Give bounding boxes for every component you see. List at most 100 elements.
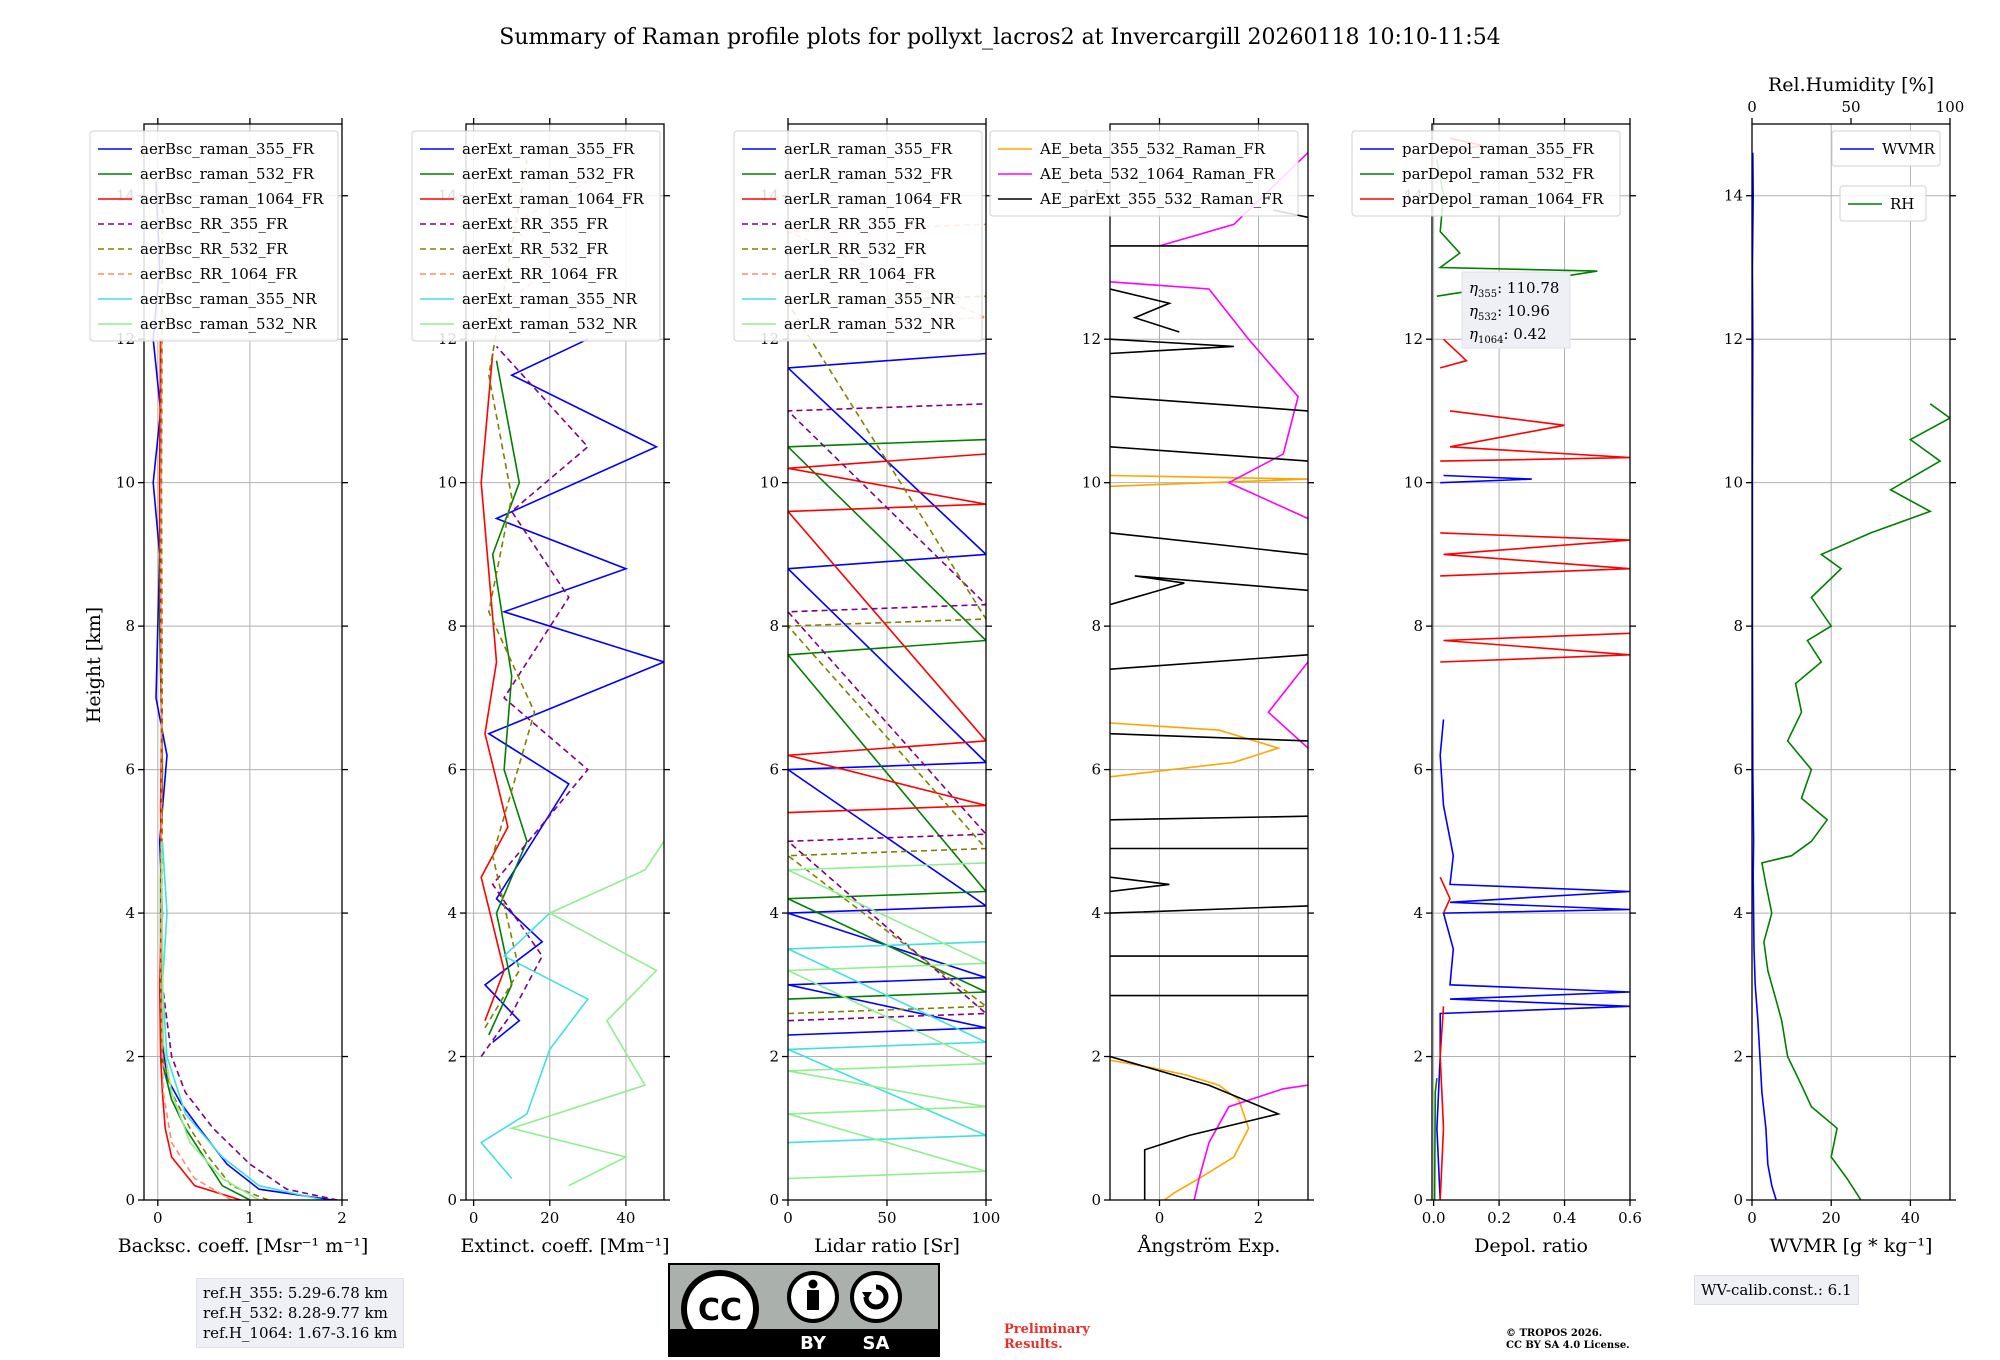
series-line-aerBsc_RR_1064_FR	[159, 339, 232, 1200]
legend-label: aerLR_raman_532_NR	[784, 315, 955, 333]
y-tick-label: 4	[1413, 904, 1423, 922]
series-line-parDepol_raman_1064_FR	[1439, 137, 1630, 1200]
y-axis-label: Height [km]	[83, 607, 105, 723]
preliminary-line-1: Preliminary	[1004, 1322, 1090, 1337]
x-tick-label: 40	[1901, 1209, 1920, 1227]
series-line-RH	[1760, 403, 1950, 1200]
series-line-AE_parExt_355_532_Raman_FR	[1110, 209, 1308, 1200]
y-tick-label: 0	[769, 1191, 779, 1209]
legend-label: aerBsc_raman_355_FR	[140, 140, 315, 158]
series-line-aerLR_RR_355_FR	[788, 403, 986, 1022]
rh-legend: RH	[1839, 185, 1927, 222]
series-line-aerLR_raman_532_NR	[788, 862, 986, 1180]
backscatter-xlabel: Backsc. coeff. [Msr⁻¹ m⁻¹]	[118, 1235, 369, 1257]
eta1064-label: η1064: 0.42	[1469, 325, 1547, 346]
copyright-line-2: CC BY SA 4.0 License.	[1506, 1340, 1630, 1351]
copyright-note: © TROPOS 2026. CC BY SA 4.0 License.	[1506, 1328, 1630, 1352]
legend-label: RH	[1890, 195, 1914, 213]
y-tick-label: 6	[769, 761, 779, 779]
legend-label: aerBsc_raman_532_NR	[140, 315, 317, 333]
y-tick-label: 12	[1082, 330, 1101, 348]
cc-text: CC	[698, 1293, 742, 1328]
y-tick-label: 6	[125, 761, 135, 779]
series-line-aerExt_raman_1064_FR	[480, 353, 509, 1021]
extinction-legend: aerExt_raman_355_FR aerExt_raman_532_FRae…	[411, 130, 661, 342]
sa-share-icon	[850, 1271, 902, 1323]
series-line-WVMR	[1752, 152, 1777, 1200]
series-line-aerBsc_RR_532_FR	[160, 195, 269, 1200]
legend-frame	[1351, 130, 1621, 217]
backscatter-panel: 02468101214012Backsc. coeff. [Msr⁻¹ m⁻¹]…	[89, 118, 369, 1257]
y-tick-label: 6	[447, 761, 457, 779]
series-line-aerExt_raman_532_NR	[508, 840, 664, 1187]
x-tick-label: 0.0	[1422, 1209, 1446, 1227]
x-tick-label: 0.6	[1618, 1209, 1642, 1227]
water_vapor-xlabel: WVMR [g * kg⁻¹]	[1770, 1235, 1933, 1257]
series-line-aerExt_RR_355_FR	[480, 345, 589, 1057]
series-line-aerLR_raman_532_FR	[788, 438, 986, 1000]
series-line-aerExt_raman_355_NR	[479, 912, 590, 1180]
legend-label: AE_parExt_355_532_Raman_FR	[1039, 190, 1284, 208]
depolarization-xlabel: Depol. ratio	[1474, 1235, 1588, 1257]
extinction-xlabel: Extinct. coeff. [Mm⁻¹]	[460, 1235, 669, 1257]
eta532-label: η532: 10.96	[1469, 302, 1550, 323]
lidar_ratio-legend: aerLR_raman_355_FR aerLR_raman_532_FR aerL…	[733, 130, 983, 342]
cc-license-badge: CC BY SA	[668, 1263, 940, 1357]
legend-label: WVMR	[1882, 140, 1936, 158]
y-tick-label: 0	[1091, 1191, 1101, 1209]
legend-label: parDepol_raman_1064_FR	[1402, 190, 1604, 208]
legend-label: aerExt_RR_355_FR	[462, 215, 609, 233]
rh-top-xlabel: Rel.Humidity [%]	[1768, 74, 1934, 96]
y-tick-label: 2	[1733, 1048, 1743, 1066]
legend-label: aerLR_RR_532_FR	[784, 240, 926, 258]
series-line-aerExt_RR_532_FR	[484, 159, 536, 1029]
x-tick-label: 40	[616, 1209, 635, 1227]
eta-annotation: η355: 110.78 η532: 10.96 η1064: 0.42	[1461, 271, 1571, 349]
panels: 02468101214012Backsc. coeff. [Msr⁻¹ m⁻¹]…	[89, 74, 1964, 1257]
backscatter-axes-frame	[143, 123, 343, 1201]
y-tick-label: 12	[1404, 330, 1423, 348]
y-tick-label: 2	[1413, 1048, 1423, 1066]
legend-label: aerLR_raman_1064_FR	[784, 190, 962, 208]
y-tick-label: 10	[760, 474, 779, 492]
figure-title: Summary of Raman profile plots for polly…	[499, 25, 1500, 50]
legend-label: aerBsc_raman_355_NR	[140, 290, 317, 308]
y-tick-label: 6	[1733, 761, 1743, 779]
x-tick-label: 0.4	[1553, 1209, 1577, 1227]
preliminary-line-2: Results.	[1004, 1337, 1063, 1352]
legend-label: AE_beta_532_1064_Raman_FR	[1039, 165, 1275, 183]
series-line-aerBsc_raman_355_NR	[161, 841, 324, 1200]
top-x-tick-label: 0	[1747, 98, 1757, 116]
x-tick-label: 1	[245, 1209, 255, 1227]
y-tick-label: 10	[1404, 474, 1423, 492]
water_vapor-panel: 0 2 4 6 8 10 12 14 0 20 40 WVMR [g * kg⁻¹] 0 50 100Rel…	[1724, 74, 1964, 1257]
y-tick-label: 6	[1091, 761, 1101, 779]
cc-license-icon: CC BY SA	[670, 1270, 938, 1355]
legend-label: aerBsc_RR_532_FR	[140, 240, 288, 258]
series-line-parDepol_raman_355_FR	[1436, 474, 1630, 1200]
y-tick-label: 8	[1091, 617, 1101, 635]
legend-frame	[1839, 185, 1927, 222]
series-line-aerBsc_raman_532_NR	[160, 841, 260, 1200]
legend-label: parDepol_raman_532_FR	[1402, 165, 1595, 183]
y-tick-label: 0	[447, 1191, 457, 1209]
legend-frame	[411, 130, 661, 342]
x-tick-label: 20	[540, 1209, 559, 1227]
y-tick-label: 2	[447, 1048, 457, 1066]
legend-label: aerBsc_raman_532_FR	[140, 165, 315, 183]
x-tick-label: 2	[337, 1209, 347, 1227]
y-tick-label: 10	[1082, 474, 1101, 492]
legend-label: aerExt_RR_532_FR	[462, 240, 609, 258]
x-tick-label: 0.2	[1487, 1209, 1511, 1227]
legend-label: aerExt_RR_1064_FR	[462, 265, 618, 283]
y-tick-label: 2	[1091, 1048, 1101, 1066]
y-tick-label: 8	[769, 617, 779, 635]
reference-height-box: ref.H_355: 5.29-6.78 km ref.H_532: 8.28-…	[196, 1278, 405, 1348]
y-tick-label: 0	[1733, 1191, 1743, 1209]
x-tick-label: 20	[1822, 1209, 1841, 1227]
y-tick-label: 4	[125, 904, 135, 922]
wv-calib-text: WV-calib.const.: 6.1	[1701, 1281, 1852, 1299]
preliminary-results-note: Preliminary Results.	[1004, 1322, 1090, 1352]
top-x-tick-label: 50	[1841, 98, 1860, 116]
